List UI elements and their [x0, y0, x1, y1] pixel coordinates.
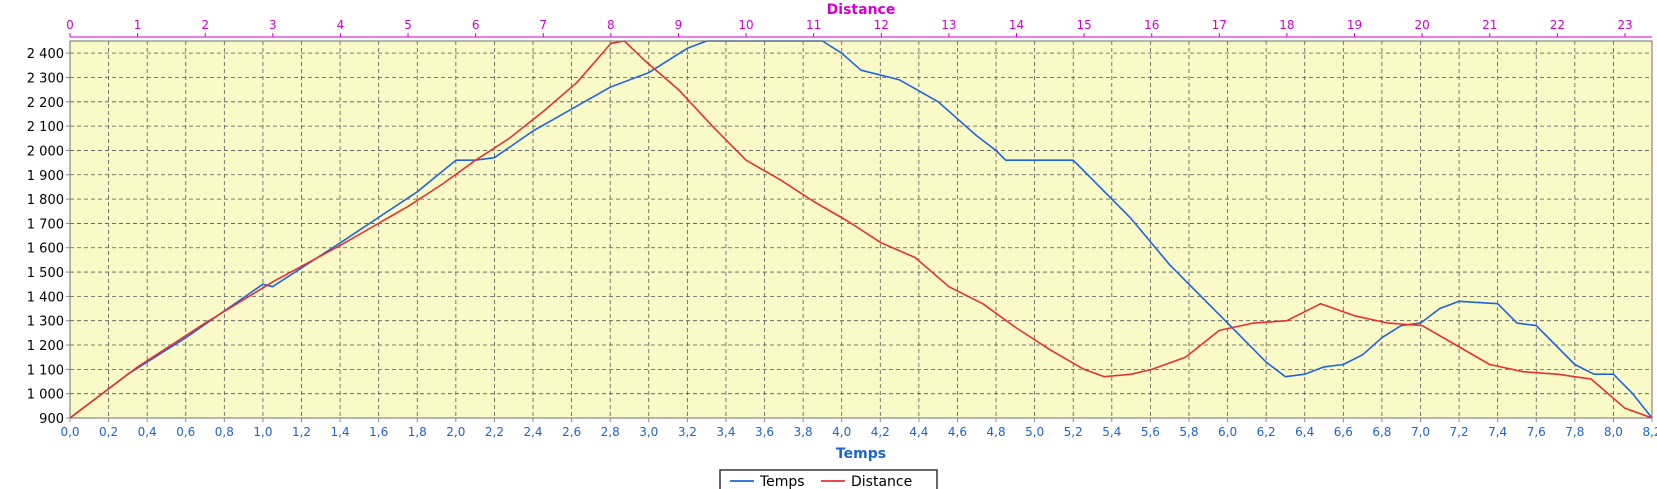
- y-tick-label: 1 500: [27, 266, 64, 281]
- x-tick-label: 7,4: [1488, 425, 1507, 439]
- x2-tick-label: 6: [472, 18, 480, 32]
- x-tick-label: 4,2: [871, 425, 890, 439]
- y-tick-label: 1 800: [27, 193, 64, 208]
- x-tick-label: 3,2: [678, 425, 697, 439]
- x-tick-label: 0,2: [99, 425, 118, 439]
- x-tick-label: 6,8: [1372, 425, 1391, 439]
- x-tick-label: 4,8: [987, 425, 1006, 439]
- y-tick-label: 2 000: [27, 144, 64, 159]
- x-tick-label: 8,0: [1604, 425, 1623, 439]
- x2-tick-label: 14: [1009, 18, 1024, 32]
- x2-tick-label: 22: [1550, 18, 1565, 32]
- x2-tick-label: 9: [675, 18, 683, 32]
- x-axis-title: Temps: [836, 446, 886, 462]
- y-tick-label: 1 300: [27, 315, 64, 330]
- y-tick-label: 900: [39, 412, 64, 427]
- x-tick-label: 5,0: [1025, 425, 1044, 439]
- x-tick-label: 5,8: [1179, 425, 1198, 439]
- y-tick-label: 1 200: [27, 339, 64, 354]
- x-tick-label: 6,2: [1257, 425, 1276, 439]
- x-tick-label: 0,4: [138, 425, 157, 439]
- x2-tick-label: 3: [269, 18, 277, 32]
- x-tick-label: 5,4: [1102, 425, 1121, 439]
- plot-border: [69, 40, 1653, 419]
- x-tick-label: 1,4: [331, 425, 350, 439]
- x-tick-label: 0,6: [176, 425, 195, 439]
- x2-tick-label: 10: [738, 18, 753, 32]
- axes: 0,0 0,2 0,4 0,6 0,8 1,0 1,2 1,4 1,6 1,8 2,0 2,2 2,4 2…: [27, 18, 1657, 439]
- x2-tick-label: 2: [201, 18, 209, 32]
- x2-tick-label: 15: [1076, 18, 1091, 32]
- x-tick-label: 7,0: [1411, 425, 1430, 439]
- y-tick-label: 1 600: [27, 242, 64, 257]
- y-tick-label: 1 700: [27, 217, 64, 232]
- x-tick-label: 8,2: [1642, 425, 1657, 439]
- x-tick-label: 5,2: [1064, 425, 1083, 439]
- x2-tick-label: 23: [1617, 18, 1632, 32]
- x2-tick-label: 13: [941, 18, 956, 32]
- x2-tick-label: 12: [874, 18, 889, 32]
- x-tick-label: 0,8: [215, 425, 234, 439]
- x-tick-label: 3,8: [794, 425, 813, 439]
- x-tick-label: 1,2: [292, 425, 311, 439]
- x-tick-label: 2,8: [601, 425, 620, 439]
- y-tick-label: 1 100: [27, 363, 64, 378]
- x-tick-label: 1,6: [369, 425, 388, 439]
- x-tick-label: 6,0: [1218, 425, 1237, 439]
- x-tick-label: 4,4: [909, 425, 928, 439]
- x2-tick-label: 21: [1482, 18, 1497, 32]
- x-tick-label: 1,0: [253, 425, 272, 439]
- y-tick-label: 2 300: [27, 71, 64, 86]
- series-lines: [69, 40, 1653, 419]
- x-tick-label: 2,6: [562, 425, 581, 439]
- x2-tick-label: 18: [1279, 18, 1294, 32]
- x-tick-label: 4,0: [832, 425, 851, 439]
- x2-tick-label: 16: [1144, 18, 1159, 32]
- legend-box: [719, 469, 938, 489]
- x2-tick-label: 4: [337, 18, 345, 32]
- y-tick-label: 2 100: [27, 120, 64, 135]
- x2-tick-label: 8: [607, 18, 615, 32]
- x-tick-label: 2,0: [446, 425, 465, 439]
- y-tick-label: 1 900: [27, 169, 64, 184]
- x-tick-label: 3,6: [755, 425, 774, 439]
- y-tick-label: 2 400: [27, 47, 64, 62]
- x-tick-label: 3,4: [716, 425, 735, 439]
- x-tick-label: 1,8: [408, 425, 427, 439]
- x-tick-label: 2,2: [485, 425, 504, 439]
- x-tick-label: 0,0: [60, 425, 79, 439]
- x2-axis-title: Distance: [827, 2, 896, 18]
- series-line-temps: [69, 40, 1653, 419]
- grid-lines: [69, 41, 1653, 419]
- legend-label-distance: Distance: [851, 474, 912, 489]
- x2-tick-label: 20: [1414, 18, 1429, 32]
- x2-tick-label: 0: [66, 18, 74, 32]
- legend: Temps Distance: [719, 469, 938, 489]
- y-tick-label: 1 400: [27, 290, 64, 305]
- legend-label-temps: Temps: [759, 474, 805, 489]
- series-line-distance: [69, 40, 1653, 419]
- x2-tick-label: 17: [1212, 18, 1227, 32]
- x-tick-label: 6,6: [1334, 425, 1353, 439]
- x2-tick-label: 11: [806, 18, 821, 32]
- x-tick-label: 7,6: [1527, 425, 1546, 439]
- x2-tick-label: 1: [134, 18, 142, 32]
- x-tick-label: 2,4: [523, 425, 542, 439]
- y-tick-label: 2 200: [27, 96, 64, 111]
- x-tick-label: 5,6: [1141, 425, 1160, 439]
- x-tick-label: 7,2: [1450, 425, 1469, 439]
- x-tick-label: 6,4: [1295, 425, 1314, 439]
- y-tick-label: 1 000: [27, 388, 64, 403]
- x-tick-label: 7,8: [1565, 425, 1584, 439]
- x2-tick-label: 7: [539, 18, 547, 32]
- x-tick-label: 3,0: [639, 425, 658, 439]
- x-tick-label: 4,6: [948, 425, 967, 439]
- x2-tick-label: 5: [404, 18, 412, 32]
- x2-tick-label: 19: [1347, 18, 1362, 32]
